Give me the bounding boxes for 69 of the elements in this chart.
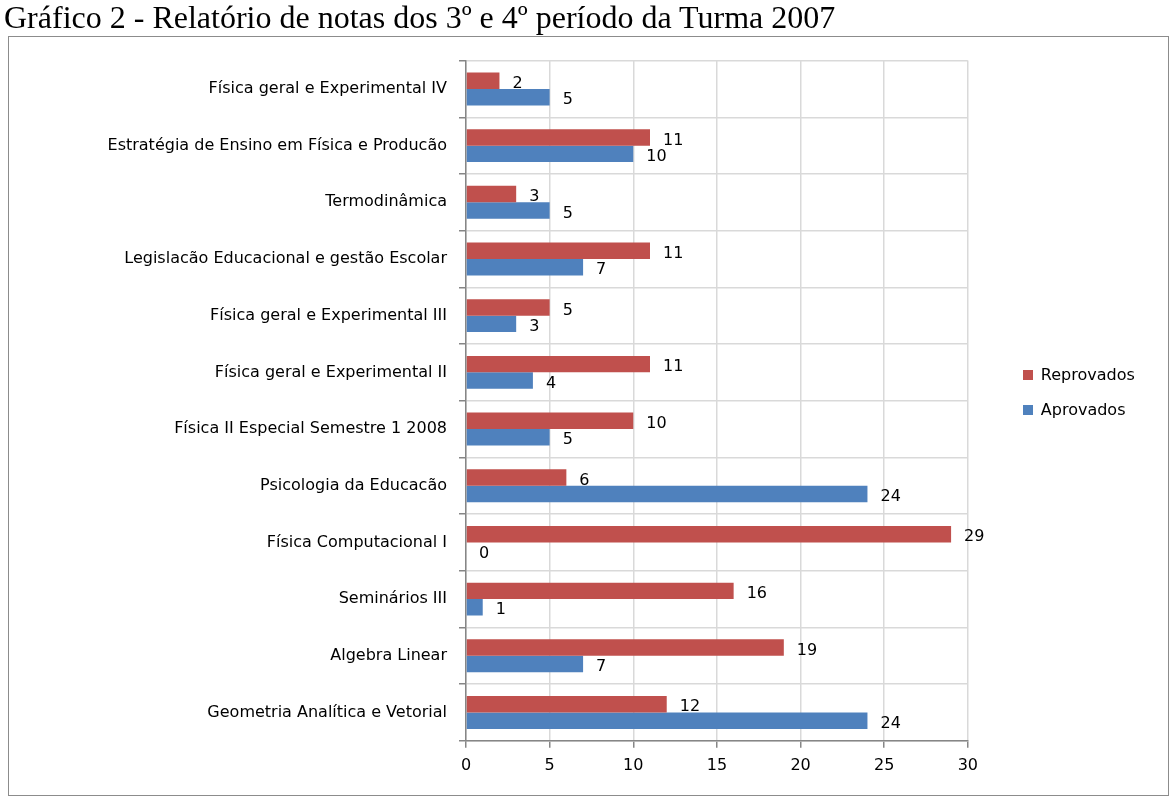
bar [466, 525, 952, 543]
bar [466, 712, 868, 729]
bar [466, 599, 483, 616]
data-label: 16 [746, 583, 767, 603]
data-label: 11 [663, 242, 684, 262]
data-label: 5 [562, 299, 573, 319]
y-tick-label: Física geral e Experimental IV [208, 78, 448, 98]
x-tick-label: 5 [544, 754, 555, 774]
data-label: 7 [596, 656, 607, 676]
data-label: 29 [964, 526, 985, 546]
data-label: 10 [646, 146, 667, 165]
data-label: 5 [562, 89, 573, 109]
bar [466, 469, 567, 486]
bar [466, 412, 634, 430]
data-label: 11 [663, 356, 684, 376]
y-tick-label: Física geral e Experimental II [214, 361, 447, 381]
bar [466, 582, 734, 600]
legend-label: Aprovados [1040, 400, 1126, 420]
data-label: 1 [495, 599, 506, 619]
bar [466, 258, 584, 276]
data-label: 5 [562, 202, 573, 222]
bar [466, 639, 784, 656]
data-label: 19 [796, 639, 818, 659]
x-tick-label: 20 [790, 754, 811, 774]
x-tick-label: 0 [460, 754, 472, 774]
bar [466, 145, 634, 163]
bar [466, 655, 584, 673]
bar [466, 242, 650, 259]
x-tick-label: 10 [623, 754, 644, 774]
bar [466, 202, 550, 219]
y-tick-label: Algebra Linear [330, 644, 448, 664]
bar [466, 72, 500, 89]
y-tick-label: Seminários III [338, 588, 447, 608]
x-tick-label: 25 [874, 754, 895, 774]
x-tick-label: 15 [706, 754, 728, 774]
data-label: 3 [529, 186, 540, 206]
bar [466, 696, 667, 713]
bar [466, 355, 650, 373]
legend-label: Reprovados [1040, 365, 1135, 385]
y-tick-label: Física II Especial Semestre 1 2008 [174, 418, 447, 438]
data-label: 12 [679, 696, 701, 716]
chart-title: Gráfico 2 - Relatório de notas dos 3º e 4º período da Turma 2007 [4, 0, 836, 35]
bar [466, 429, 550, 446]
bar [466, 185, 517, 203]
y-tick-label: Geometria Analítica e Vetorial [207, 701, 447, 721]
y-tick-label: Estratégia de Ensino em Física e Producão [107, 134, 447, 154]
y-tick-label: Legislacão Educacional e gestão Escolar [124, 248, 448, 268]
y-tick-label: Física geral e Experimental III [210, 304, 447, 324]
data-label: 4 [545, 372, 557, 392]
bar [466, 372, 533, 389]
bar [466, 315, 517, 333]
y-tick-label: Termodinâmica [324, 191, 447, 211]
bar [466, 88, 550, 106]
data-label: 24 [880, 486, 901, 506]
data-label: 3 [529, 316, 540, 336]
bar [466, 485, 868, 503]
x-tick-label: 30 [957, 754, 978, 774]
data-label: 7 [596, 259, 607, 279]
data-label: 5 [562, 429, 573, 449]
data-label: 24 [880, 712, 901, 732]
data-label: 2 [512, 72, 523, 92]
y-tick-label: Psicologia da Educacão [260, 474, 447, 494]
y-tick-label: Física Computacional I [266, 531, 447, 551]
bar [466, 129, 650, 146]
bar [466, 299, 550, 316]
data-label: 11 [663, 129, 684, 149]
data-label: 0 [479, 542, 490, 562]
data-label: 10 [646, 412, 667, 432]
data-label: 6 [579, 469, 590, 489]
